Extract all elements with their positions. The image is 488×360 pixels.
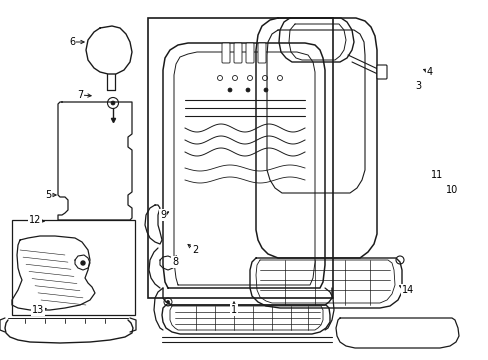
Circle shape (111, 101, 115, 105)
Text: 10: 10 (445, 185, 457, 195)
Text: 11: 11 (430, 170, 442, 180)
Text: 12: 12 (29, 215, 41, 225)
Bar (148, 18, 332, 298)
Polygon shape (12, 220, 135, 315)
Circle shape (227, 88, 231, 92)
Text: 7: 7 (77, 90, 83, 100)
Text: 1: 1 (230, 305, 237, 315)
Text: 5: 5 (45, 190, 51, 200)
Circle shape (81, 261, 85, 265)
Text: 8: 8 (172, 257, 178, 267)
Text: 13: 13 (32, 305, 44, 315)
Circle shape (245, 88, 249, 92)
Text: 2: 2 (191, 245, 198, 255)
FancyBboxPatch shape (376, 65, 386, 79)
Text: 4: 4 (426, 67, 432, 77)
FancyBboxPatch shape (234, 43, 242, 63)
Text: 14: 14 (401, 285, 413, 295)
Circle shape (264, 88, 267, 92)
FancyBboxPatch shape (245, 43, 253, 63)
Text: 9: 9 (160, 210, 166, 220)
Text: 3: 3 (414, 81, 420, 91)
Text: 6: 6 (69, 37, 75, 47)
FancyBboxPatch shape (222, 43, 229, 63)
Circle shape (166, 301, 169, 303)
FancyBboxPatch shape (258, 43, 265, 63)
